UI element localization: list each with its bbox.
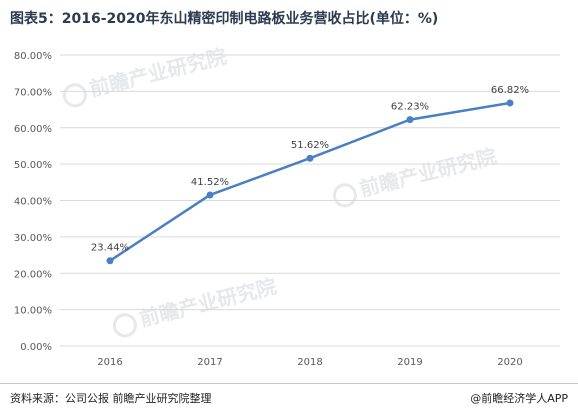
y-tick-label: 60.00% xyxy=(14,124,52,135)
data-label: 51.62% xyxy=(291,140,329,151)
y-tick-label: 80.00% xyxy=(14,51,52,62)
data-label: 23.44% xyxy=(91,243,129,254)
data-labels: 23.44% 41.52% 51.62% 62.23% 66.82% xyxy=(91,85,529,254)
data-label: 66.82% xyxy=(491,85,529,96)
x-tick-label: 2018 xyxy=(297,357,322,368)
data-label: 41.52% xyxy=(191,177,229,188)
line-chart: 0.00% 10.00% 20.00% 30.00% 40.00% 50.00% 60.00… xyxy=(14,51,560,368)
data-point xyxy=(306,154,314,162)
x-tick-label: 2016 xyxy=(97,357,122,368)
data-point xyxy=(206,191,214,199)
y-tick-label: 0.00% xyxy=(20,342,52,353)
x-tick-label: 2017 xyxy=(197,357,222,368)
data-point xyxy=(406,116,414,124)
grid-lines xyxy=(60,54,560,347)
y-tick-label: 50.00% xyxy=(14,160,52,171)
data-point xyxy=(106,257,114,265)
footer-divider xyxy=(0,383,578,384)
data-label: 62.23% xyxy=(391,102,429,113)
y-tick-label: 70.00% xyxy=(14,87,52,98)
chart-title: 图表5：2016-2020年东山精密印制电路板业务营收占比(单位：%) xyxy=(10,11,439,27)
y-tick-label: 20.00% xyxy=(14,269,52,280)
y-tick-label: 40.00% xyxy=(14,197,52,208)
y-tick-label: 30.00% xyxy=(14,233,52,244)
y-tick-label: 10.00% xyxy=(14,306,52,317)
x-tick-label: 2020 xyxy=(497,357,522,368)
series-line-group xyxy=(106,99,514,265)
source-note: 资料来源：公司公报 前瞻产业研究院整理 xyxy=(10,392,212,405)
x-axis-tick-labels: 2016 2017 2018 2019 2020 xyxy=(97,357,522,368)
x-tick-label: 2019 xyxy=(397,357,422,368)
data-point xyxy=(506,99,514,107)
brand-credit: @前瞻经济学人APP xyxy=(470,392,568,405)
y-axis-tick-labels: 0.00% 10.00% 20.00% 30.00% 40.00% 50.00% 60.00… xyxy=(14,51,52,353)
